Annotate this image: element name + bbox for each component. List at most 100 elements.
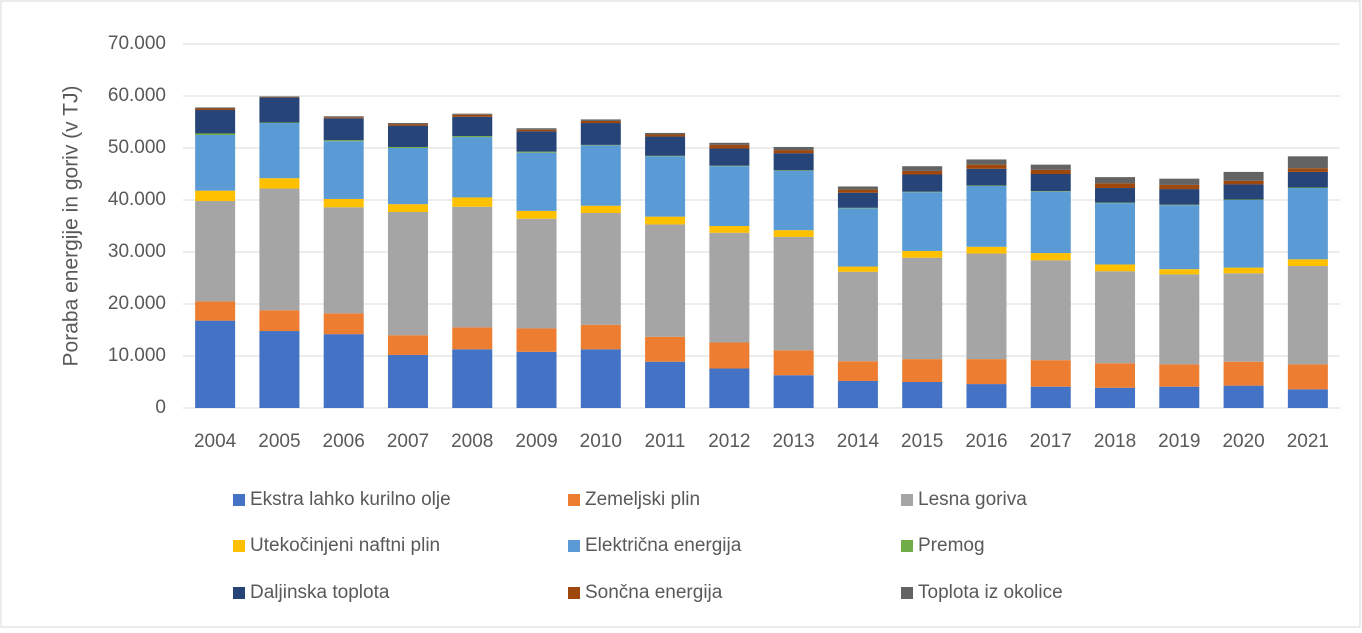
bar-segment	[645, 156, 686, 217]
bar-segment	[259, 96, 300, 98]
bar-segment	[1159, 184, 1200, 190]
bar-segment	[1159, 189, 1200, 205]
bar-segment	[516, 328, 557, 352]
bar-segment	[1223, 199, 1264, 200]
bar-segment	[1223, 267, 1264, 274]
x-tick-label: 2018	[1094, 431, 1136, 452]
y-tick-label: 60.000	[108, 85, 166, 106]
bar-segment	[773, 170, 814, 231]
bar-segment	[773, 236, 814, 351]
bar-segment	[709, 166, 750, 226]
bar-segment	[1159, 178, 1200, 185]
y-tick-label: 50.000	[108, 137, 166, 158]
bar-segment	[259, 122, 300, 124]
bar-segment	[387, 148, 428, 205]
bar-segment	[773, 375, 814, 408]
bar-segment	[580, 324, 621, 350]
legend-label: Utekočinjeni naftni plin	[250, 535, 440, 556]
bar-segment	[452, 206, 493, 328]
bar-segment	[452, 197, 493, 207]
bar-segment	[709, 232, 750, 343]
bar-segment	[966, 185, 1007, 247]
bar-segment	[387, 204, 428, 212]
bar-segment	[902, 257, 943, 360]
bar-segment	[773, 146, 814, 151]
legend-swatch	[568, 494, 580, 506]
bar-segment	[1287, 188, 1328, 260]
y-tick-label: 20.000	[108, 293, 166, 314]
x-tick-label: 2009	[515, 431, 557, 452]
legend-swatch	[901, 587, 913, 599]
bar-segment	[1030, 260, 1071, 361]
bar-segment	[452, 327, 493, 350]
x-tick-label: 2008	[451, 431, 493, 452]
bar-segment	[387, 124, 428, 126]
bar-segment	[1159, 386, 1200, 408]
legend-label: Električna energija	[585, 535, 742, 556]
bar-segment	[1223, 385, 1264, 408]
bar-segment	[902, 174, 943, 192]
bar-segment	[1095, 183, 1136, 189]
x-tick-label: 2019	[1158, 431, 1200, 452]
bar-segment	[1287, 171, 1328, 188]
legend-swatch	[568, 540, 580, 552]
bar-segment	[580, 145, 621, 206]
bar-segment	[387, 211, 428, 336]
bar-segment	[902, 382, 943, 408]
bar-segment	[516, 129, 557, 132]
bar-segment	[195, 135, 236, 191]
bar-segment	[773, 170, 814, 171]
bar-segment	[1223, 200, 1264, 268]
bar-segment	[709, 368, 750, 408]
bar-segment	[837, 192, 878, 208]
bar-segment	[195, 301, 236, 321]
bar-segment	[1030, 174, 1071, 192]
bar-segment	[773, 350, 814, 376]
bar-segment	[259, 123, 300, 179]
bar-segment	[1223, 273, 1264, 362]
bar-segment	[516, 210, 557, 219]
legend-label: Lesna goriva	[918, 489, 1027, 510]
bar-segment	[323, 116, 364, 118]
bar-segment	[837, 380, 878, 408]
bar-segment	[966, 246, 1007, 254]
bar-segment	[773, 230, 814, 237]
legend-swatch	[901, 540, 913, 552]
y-tick-label: 40.000	[108, 189, 166, 210]
bar-segment	[837, 186, 878, 190]
bar-segment	[259, 178, 300, 189]
x-tick-label: 2020	[1222, 431, 1264, 452]
bar-segment	[645, 224, 686, 337]
bar-segment	[1223, 184, 1264, 200]
x-tick-label: 2015	[901, 431, 943, 452]
bar-segment	[837, 208, 878, 267]
bar-segment	[195, 107, 236, 109]
bar-segment	[452, 137, 493, 198]
bar-segment	[580, 213, 621, 325]
bar-segment	[1287, 266, 1328, 365]
bar-segment	[580, 120, 621, 124]
bar-segment	[902, 250, 943, 258]
bar-segment	[580, 144, 621, 146]
bar-segment	[709, 142, 750, 145]
bar-segment	[966, 384, 1007, 408]
legend-label: Daljinska toplota	[250, 582, 390, 603]
x-tick-label: 2017	[1030, 431, 1072, 452]
x-tick-label: 2010	[580, 431, 622, 452]
bar-segment	[259, 331, 300, 408]
bar-segment	[645, 216, 686, 225]
bar-segment	[452, 349, 493, 408]
bar-segment	[195, 110, 236, 134]
x-tick-label: 2011	[645, 431, 686, 452]
bar-segment	[259, 97, 300, 98]
bar-segment	[1159, 364, 1200, 387]
bar-segment	[1287, 187, 1328, 189]
bar-segment	[387, 123, 428, 125]
bar-segment	[966, 185, 1007, 186]
bar-segment	[1030, 169, 1071, 174]
x-tick-label: 2013	[772, 431, 814, 452]
bar-segment	[902, 170, 943, 175]
bar-segment	[645, 134, 686, 137]
bar-segment	[387, 354, 428, 408]
